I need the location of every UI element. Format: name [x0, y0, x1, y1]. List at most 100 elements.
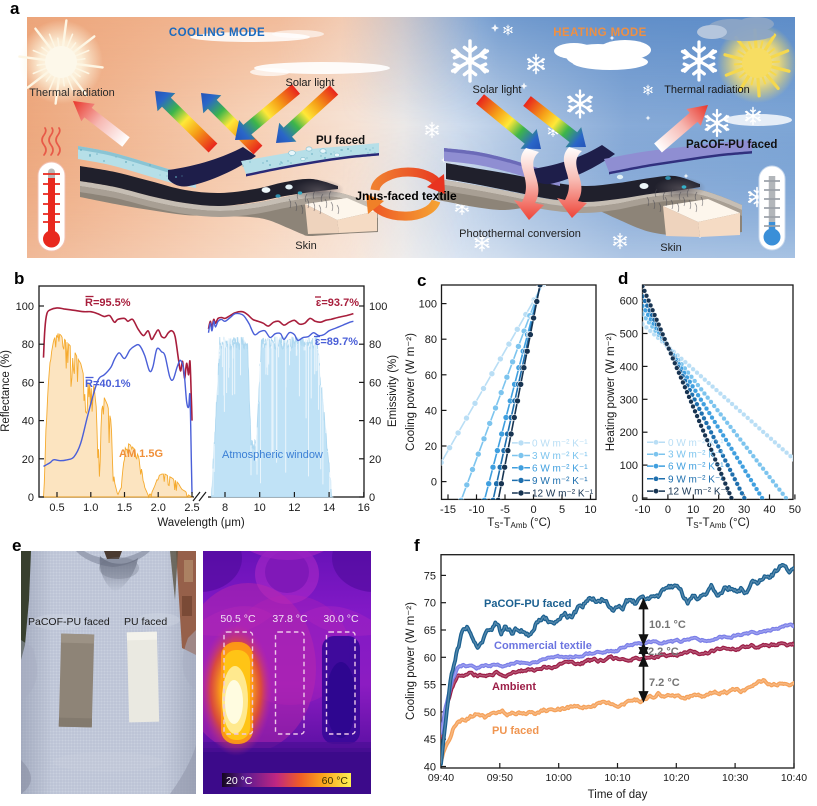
svg-text:10:00: 10:00: [546, 772, 572, 784]
svg-text:0 W m⁻² K⁻¹: 0 W m⁻² K⁻¹: [668, 438, 724, 449]
svg-text:100: 100: [369, 301, 387, 313]
svg-text:3 W m⁻² K⁻¹: 3 W m⁻² K⁻¹: [532, 451, 588, 462]
svg-text:100: 100: [419, 299, 437, 311]
svg-text:400: 400: [620, 361, 638, 373]
svg-text:55: 55: [424, 680, 436, 692]
svg-text:9 W m⁻² K⁻¹: 9 W m⁻² K⁻¹: [668, 474, 724, 485]
svg-text:2.5: 2.5: [184, 502, 199, 514]
svg-text:600: 600: [620, 296, 638, 308]
svg-text:Thermal radiation: Thermal radiation: [664, 84, 750, 96]
svg-text:0: 0: [28, 492, 34, 504]
svg-text:AM 1.5G: AM 1.5G: [119, 448, 163, 460]
svg-text:09:50: 09:50: [487, 772, 513, 784]
svg-text:20 °C: 20 °C: [226, 775, 253, 787]
svg-text:0 W m⁻² K⁻¹: 0 W m⁻² K⁻¹: [532, 438, 588, 449]
svg-text:10: 10: [254, 502, 266, 514]
svg-text:9 W m⁻² K⁻¹: 9 W m⁻² K⁻¹: [532, 476, 588, 487]
svg-text:1.0: 1.0: [83, 502, 98, 514]
svg-text:45: 45: [424, 734, 436, 746]
svg-text:12 W m⁻² K⁻¹: 12 W m⁻² K⁻¹: [532, 489, 594, 500]
svg-text:-10: -10: [469, 504, 485, 516]
svg-text:10: 10: [584, 504, 596, 516]
svg-text:80: 80: [425, 334, 437, 346]
svg-text:10: 10: [687, 504, 699, 516]
svg-text:10.1 °C: 10.1 °C: [649, 619, 686, 631]
svg-text:PaCOF-PU faced: PaCOF-PU faced: [484, 598, 571, 610]
svg-text:200: 200: [620, 427, 638, 439]
svg-text:0.5: 0.5: [49, 502, 64, 514]
svg-text:6 W m⁻² K⁻¹: 6 W m⁻² K⁻¹: [668, 462, 724, 473]
svg-text:Jnus-faced textile: Jnus-faced textile: [355, 189, 457, 203]
svg-text:TS-TAmb (°C): TS-TAmb (°C): [686, 517, 750, 530]
svg-text:50: 50: [424, 707, 436, 719]
svg-text:60: 60: [424, 652, 436, 664]
svg-text:PaCOF-PU faced: PaCOF-PU faced: [28, 616, 110, 628]
svg-text:80: 80: [22, 339, 34, 351]
svg-text:-15: -15: [440, 504, 456, 516]
svg-text:100: 100: [620, 460, 638, 472]
svg-text:14: 14: [323, 502, 335, 514]
svg-text:30.0 °C: 30.0 °C: [323, 613, 359, 625]
svg-text:7.2 °C: 7.2 °C: [649, 677, 680, 689]
svg-text:10:10: 10:10: [604, 772, 630, 784]
svg-text:300: 300: [620, 394, 638, 406]
svg-text:Solar light: Solar light: [473, 84, 522, 96]
svg-text:8: 8: [222, 502, 228, 514]
svg-text:40: 40: [424, 762, 436, 774]
svg-text:R=40.1%: R=40.1%: [85, 378, 131, 390]
svg-text:Solar light: Solar light: [286, 77, 335, 89]
svg-text:Wavelength (μm): Wavelength (μm): [157, 517, 245, 529]
svg-text:20: 20: [369, 454, 381, 466]
svg-text:Ambient: Ambient: [492, 681, 536, 693]
svg-text:e: e: [12, 536, 21, 555]
svg-text:80: 80: [369, 339, 381, 351]
svg-text:100: 100: [16, 301, 34, 313]
svg-text:b: b: [14, 269, 24, 288]
svg-text:40: 40: [763, 504, 775, 516]
svg-text:Commercial textile: Commercial textile: [494, 640, 592, 652]
svg-text:PU faced: PU faced: [316, 135, 365, 147]
svg-text:5: 5: [559, 504, 565, 516]
svg-text:-10: -10: [635, 504, 651, 516]
svg-text:09:40: 09:40: [428, 772, 454, 784]
svg-text:Skin: Skin: [660, 242, 681, 254]
svg-text:10:20: 10:20: [663, 772, 689, 784]
svg-text:60: 60: [369, 377, 381, 389]
svg-text:50: 50: [789, 504, 801, 516]
svg-text:TS-TAmb (°C): TS-TAmb (°C): [487, 517, 551, 530]
svg-text:a: a: [10, 0, 20, 18]
svg-text:R=95.5%: R=95.5%: [85, 297, 131, 309]
svg-text:Reflectance (%): Reflectance (%): [0, 350, 12, 432]
svg-text:2.0: 2.0: [151, 502, 166, 514]
svg-text:0: 0: [530, 504, 536, 516]
svg-text:37.8 °C: 37.8 °C: [272, 613, 308, 625]
svg-text:Cooling power (W m⁻²): Cooling power (W m⁻²): [405, 333, 417, 451]
svg-text:30: 30: [738, 504, 750, 516]
svg-text:Emissivity (%): Emissivity (%): [387, 355, 399, 427]
svg-text:Skin: Skin: [295, 240, 316, 252]
svg-text:50.5 °C: 50.5 °C: [220, 613, 256, 625]
svg-text:0: 0: [632, 493, 638, 505]
svg-text:0: 0: [431, 477, 437, 489]
svg-text:Thermal radiation: Thermal radiation: [29, 87, 115, 99]
svg-text:ɛ=93.7%: ɛ=93.7%: [316, 297, 359, 309]
svg-text:Atmospheric window: Atmospheric window: [222, 449, 323, 461]
svg-text:20: 20: [713, 504, 725, 516]
svg-text:Heating power (W m⁻²): Heating power (W m⁻²): [605, 333, 617, 452]
svg-text:PU faced: PU faced: [492, 725, 539, 737]
svg-text:PaCOF-PU faced: PaCOF-PU faced: [686, 139, 777, 151]
svg-text:0: 0: [665, 504, 671, 516]
svg-text:65: 65: [424, 625, 436, 637]
svg-text:2.2 °C: 2.2 °C: [648, 646, 679, 658]
svg-text:12: 12: [288, 502, 300, 514]
svg-text:75: 75: [424, 570, 436, 582]
svg-text:500: 500: [620, 329, 638, 341]
svg-text:COOLING MODE: COOLING MODE: [169, 27, 265, 39]
svg-text:40: 40: [369, 416, 381, 428]
svg-text:60: 60: [22, 377, 34, 389]
svg-text:f: f: [414, 536, 420, 555]
svg-text:Time of day: Time of day: [588, 789, 648, 801]
svg-text:60 °C: 60 °C: [322, 775, 349, 787]
svg-text:PU faced: PU faced: [124, 616, 167, 628]
svg-text:0: 0: [369, 492, 375, 504]
